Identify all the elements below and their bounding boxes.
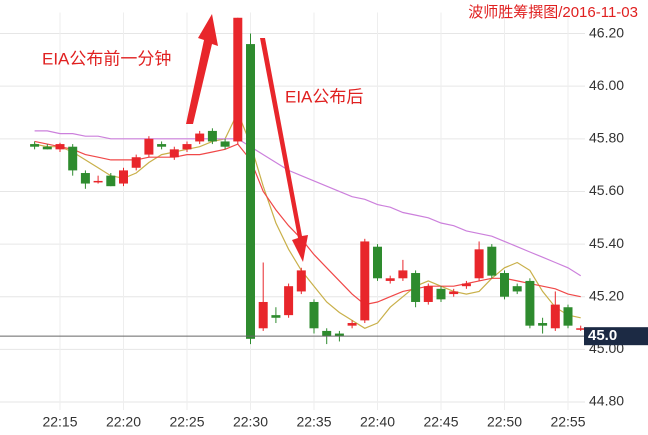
candle-body xyxy=(436,288,446,300)
y-tick-label: 46.00 xyxy=(589,77,624,93)
candle-body xyxy=(131,157,141,168)
candle-body xyxy=(271,315,281,318)
candle-body xyxy=(93,180,103,183)
candle-body xyxy=(220,141,230,147)
candle-body xyxy=(106,175,116,187)
candle-body xyxy=(500,273,509,297)
x-tick-label: 22:15 xyxy=(42,414,77,430)
x-tick-label: 22:30 xyxy=(233,414,268,430)
candle-body xyxy=(385,278,395,281)
y-tick-label: 45.60 xyxy=(589,182,624,198)
candle-body xyxy=(550,304,560,329)
candle-body xyxy=(195,133,205,142)
candle-body xyxy=(411,273,421,302)
candle-body xyxy=(563,307,573,326)
candle-body xyxy=(258,301,268,329)
annotation: EIA公布前一分钟 xyxy=(42,49,171,68)
candle-body xyxy=(30,144,40,147)
candle-body xyxy=(246,44,255,339)
candle-body xyxy=(347,323,357,326)
y-tick-label: 45.80 xyxy=(589,130,624,146)
candle-body xyxy=(512,286,522,292)
arrow xyxy=(260,38,308,262)
x-tick-label: 22:55 xyxy=(550,414,585,430)
x-tick-label: 22:40 xyxy=(360,414,395,430)
candle-body xyxy=(42,146,52,150)
x-tick-label: 22:50 xyxy=(487,414,522,430)
ma-line xyxy=(34,130,582,277)
candle-body xyxy=(119,170,128,184)
candle-body xyxy=(55,144,65,150)
y-tick-label: 44.80 xyxy=(589,393,624,409)
x-tick-label: 22:45 xyxy=(423,414,458,430)
candle-body xyxy=(296,270,306,292)
candle-body xyxy=(80,173,90,184)
plot-area xyxy=(30,17,586,345)
last-price-label: 45.0 xyxy=(588,327,617,344)
candle-body xyxy=(207,130,217,142)
x-tick-label: 22:20 xyxy=(106,414,141,430)
y-tick-label: 46.20 xyxy=(589,24,624,40)
candle-body xyxy=(334,333,344,337)
candle-body xyxy=(449,291,459,295)
candle-body xyxy=(576,328,586,330)
candle-body xyxy=(525,280,535,326)
candle-body xyxy=(182,144,192,150)
candle-body xyxy=(68,146,78,171)
candle-body xyxy=(461,283,471,287)
candle-body xyxy=(169,149,179,158)
candle-body xyxy=(144,138,154,155)
arrow xyxy=(186,14,218,124)
y-tick-label: 45.20 xyxy=(589,287,624,303)
x-tick-label: 22:35 xyxy=(296,414,331,430)
candle-body xyxy=(398,270,408,279)
annotation: EIA公布后 xyxy=(285,87,363,106)
candle-body xyxy=(309,301,319,329)
last-price-tag xyxy=(584,327,648,346)
candle-body xyxy=(487,246,497,276)
candle-body xyxy=(538,323,548,326)
candle-body xyxy=(233,17,243,142)
ma-line xyxy=(34,140,581,306)
x-tick-label: 22:25 xyxy=(169,414,204,430)
candle-body xyxy=(474,249,484,279)
candle-body xyxy=(284,286,294,316)
candle-body xyxy=(322,330,332,337)
candle-body xyxy=(423,286,433,302)
source: 波师胜筹撰图/2016-11-03 xyxy=(468,4,638,21)
candle-body xyxy=(373,246,382,279)
candle-body xyxy=(360,241,370,321)
y-tick-label: 45.40 xyxy=(589,235,624,251)
candle-body xyxy=(157,144,167,147)
